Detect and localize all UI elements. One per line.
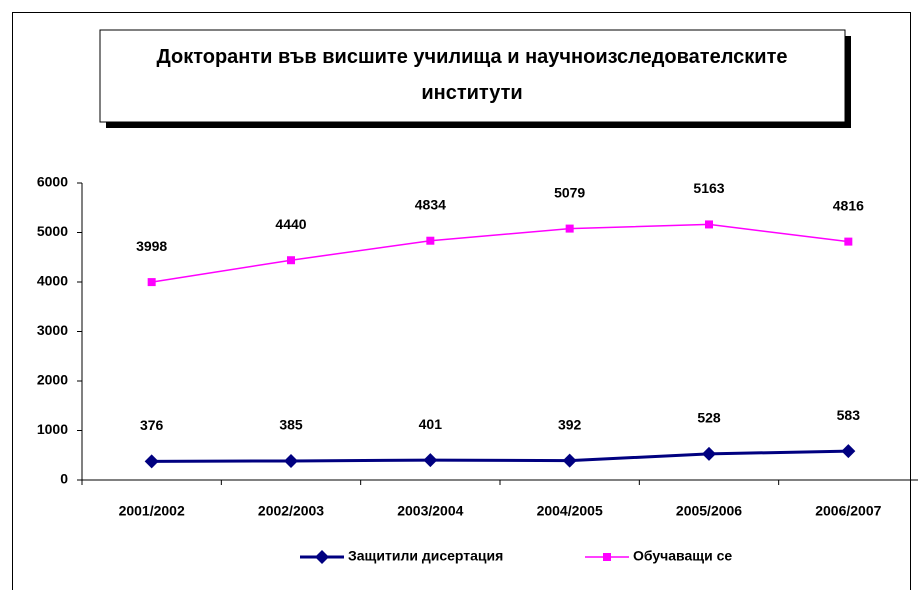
data-point [423,453,438,468]
x-tick-label: 2001/2002 [119,503,185,519]
x-tick-label: 2005/2006 [676,503,742,519]
data-point [565,224,574,233]
x-tick-label: 2004/2005 [537,503,603,519]
data-point [284,453,298,468]
data-label: 583 [837,407,861,423]
legend-marker [603,553,611,561]
legend-marker [315,550,329,564]
y-tick-label: 2000 [37,372,68,388]
y-tick-label: 3000 [37,322,68,338]
data-point [844,237,853,246]
title-box [99,29,846,123]
data-point [841,444,856,459]
x-tick-label: 2003/2004 [397,503,463,519]
series-line [151,223,849,283]
series-line [151,449,849,463]
data-point [287,256,295,265]
data-label: 376 [140,417,164,433]
y-tick-label: 5000 [37,223,68,239]
data-point [147,278,156,287]
y-tick-label: 0 [60,471,68,487]
data-label: 385 [279,417,303,433]
legend-label: Защитили дисертация [348,548,503,564]
y-tick-label: 4000 [37,273,68,289]
data-point [426,236,435,245]
data-label: 528 [697,410,721,426]
chart-title: Докторанти във висшите училища и научнои… [156,46,787,104]
data-label: 392 [558,416,582,432]
data-label: 4440 [275,216,306,232]
data-point [705,220,713,229]
data-label: 4834 [415,196,446,212]
data-label: 5079 [554,184,585,200]
y-tick-label: 1000 [37,421,68,437]
data-point [702,446,716,461]
data-point [562,453,577,468]
data-label: 4816 [833,197,864,213]
data-label: 401 [419,416,443,432]
x-tick-label: 2006/2007 [815,503,881,519]
data-point [144,454,159,469]
x-tick-label: 2002/2003 [258,503,324,519]
data-label: 5163 [693,180,724,196]
legend-label: Обучаващи се [633,548,732,564]
y-tick-label: 6000 [37,174,68,190]
data-label: 3998 [136,238,167,254]
